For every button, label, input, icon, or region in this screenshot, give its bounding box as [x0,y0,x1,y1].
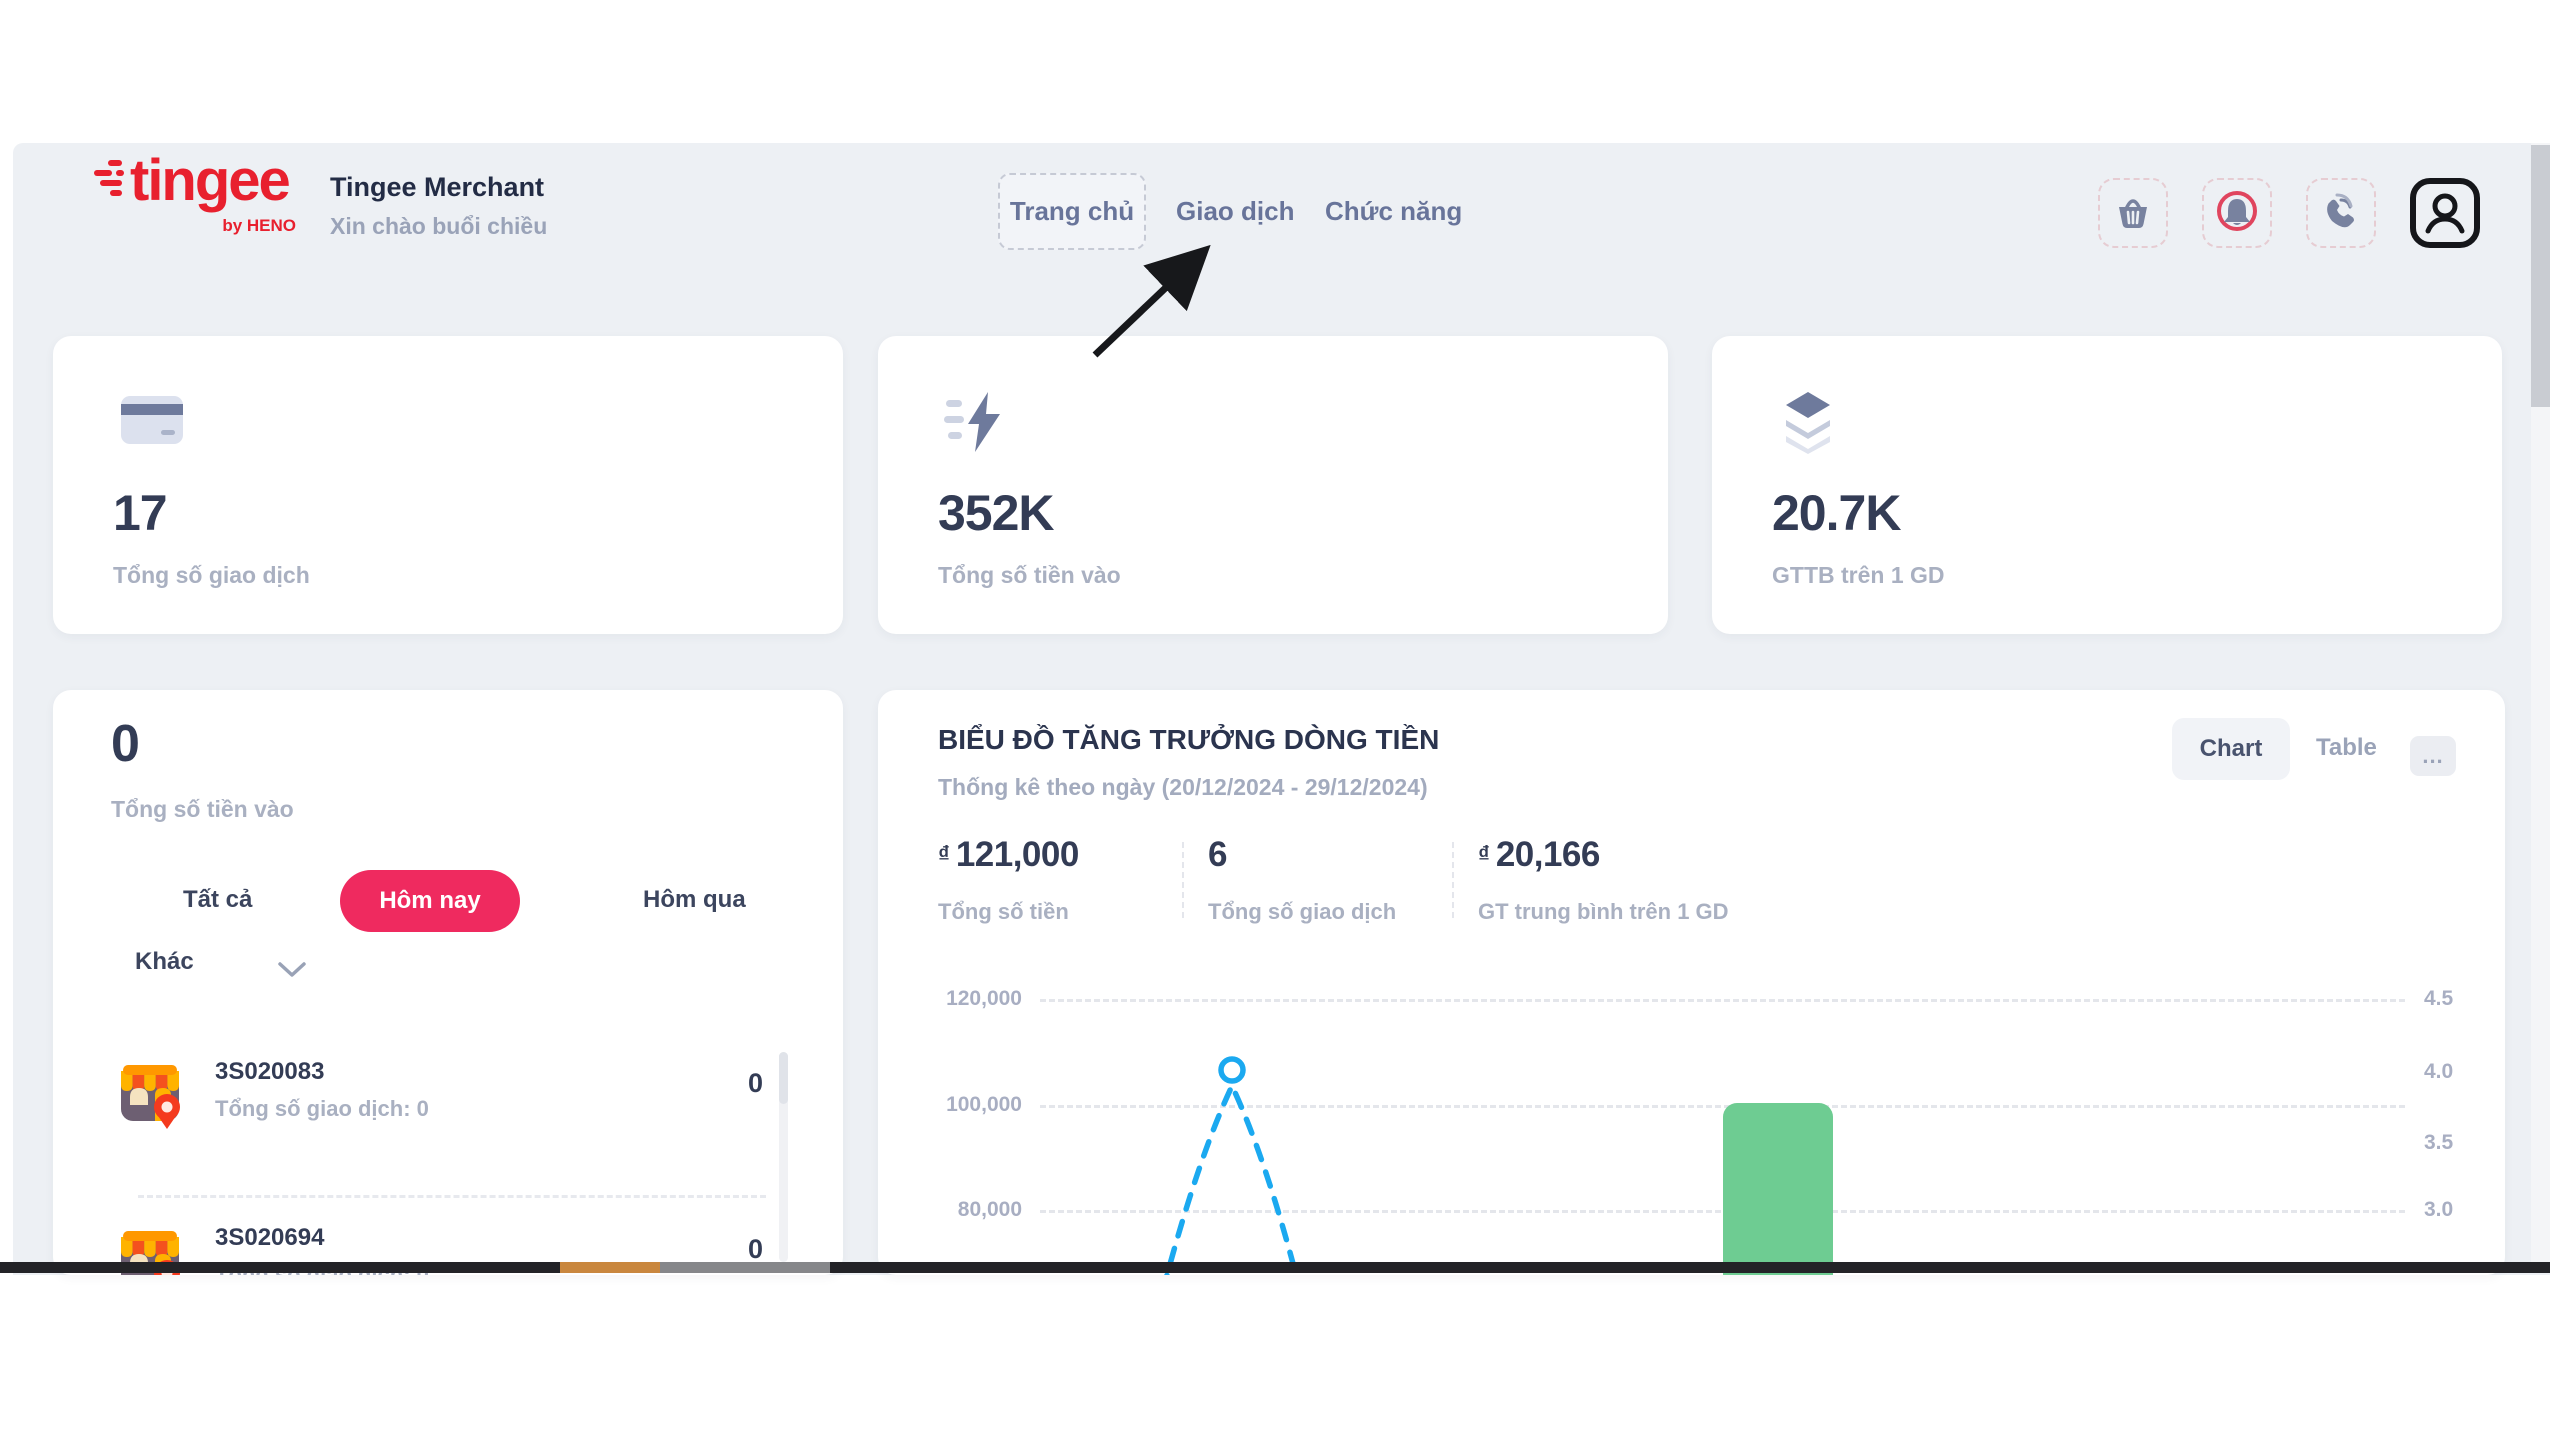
nav-item-trang-chu[interactable]: Trang chủ [998,173,1146,250]
chart-bar-transactions[interactable] [1723,1103,1833,1275]
chart-stat-total-transactions: 6 Tổng số giao dịch [1208,835,1396,925]
phone-icon [2327,193,2354,228]
cash-flow-chart-panel: BIỂU ĐỒ TĂNG TRƯỞNG DÒNG TIỀN Thống kê t… [878,690,2505,1275]
page-title: Tingee Merchant [330,172,545,202]
screen-bottom-edge-gray-segment [660,1262,830,1273]
greeting-text: Xin chào buổi chiều [330,213,548,239]
logo-speedlines-icon [94,160,124,196]
stat-value: 17 [113,485,168,541]
panel-total-label: Tổng số tiền vào [111,796,294,822]
basket-button[interactable] [2098,178,2168,248]
filter-hom-nay[interactable]: Hôm nay [340,870,520,932]
list-divider [138,1195,766,1198]
logo-brand-text: tingee [130,148,291,213]
store-code: 3S020083 [215,1058,325,1085]
page-scrollbar-thumb[interactable] [2531,145,2550,407]
filter-hom-qua[interactable]: Hôm qua [643,886,746,913]
stat-card-money-in: 352K Tổng số tiền vào [878,336,1668,634]
list-scrollbar[interactable] [779,1052,788,1262]
gridline-80000 [1040,1210,2405,1213]
chevron-down-icon[interactable] [278,962,306,978]
chart-point-marker [1218,1056,1246,1084]
right-axis-tick: 4.0 [2424,1060,2454,1083]
store-value: 0 [747,1068,763,1098]
profile-icon [2425,193,2465,234]
list-scrollbar-thumb[interactable] [779,1052,788,1104]
currency-symbol: ₫ [1478,841,1490,867]
left-axis-tick: 120,000 [946,987,1022,1010]
credit-card-icon [121,396,183,444]
nav-item-chuc-nang[interactable]: Chức năng [1325,196,1463,226]
stat-value: 121,000 [955,835,1080,874]
page-scrollbar-track[interactable] [2531,143,2550,1262]
stat-value: 352K [938,485,1055,541]
filter-label: Hôm nay [379,887,481,914]
store-subtext: Tổng số giao dịch: 0 [215,1096,429,1121]
chart-stat-total-money: ₫ 121,000 Tổng số tiền [938,835,1079,925]
gridline-120000 [1040,999,2405,1002]
nav-item-giao-dich[interactable]: Giao dịch [1176,196,1295,226]
stat-label: Tổng số giao dịch [1208,899,1397,924]
left-axis-tick: 100,000 [946,1093,1022,1116]
basket-icon [2119,199,2147,228]
nav-item-label: Trang chủ [1009,196,1135,226]
tab-table[interactable]: Table [2316,734,2377,761]
store-code: 3S020694 [215,1224,325,1251]
stat-value: 6 [1208,835,1227,874]
gridline-100000 [1040,1105,2405,1108]
chart-subtitle: Thống kê theo ngày (20/12/2024 - 29/12/2… [938,774,1428,800]
right-axis-tick: 3.0 [2424,1198,2454,1221]
notifications-button[interactable] [2202,178,2272,248]
logo-byline: by HENO [222,216,296,235]
stat-card-transactions: 17 Tổng số giao dịch [53,336,843,634]
stat-value: 20.7K [1772,485,1901,541]
stat-label: Tổng số tiền vào [938,562,1121,588]
lightning-icon [944,392,1000,452]
currency-symbol: ₫ [938,841,950,867]
filter-tat-ca[interactable]: Tất cả [183,886,253,913]
stat-value: 20,166 [1495,835,1601,874]
stat-label: Tổng số giao dịch [113,562,310,588]
chart-title: BIỂU ĐỒ TĂNG TRƯỞNG DÒNG TIỀN [938,724,1440,755]
chart-line-money[interactable] [878,690,2505,1275]
tab-chart[interactable]: Chart [2172,718,2290,780]
stat-divider [1182,842,1184,918]
store-icon [115,1055,185,1133]
screen-bottom-edge-bar [0,1262,2550,1273]
profile-button[interactable] [2410,178,2480,248]
stat-divider [1452,842,1454,918]
screen-bottom-edge-orange-segment [560,1262,660,1273]
layers-icon [1786,392,1830,454]
stat-card-average: 20.7K GTTB trên 1 GD [1712,336,2502,634]
right-axis-tick: 3.5 [2424,1131,2454,1154]
money-in-summary-panel: 0 Tổng số tiền vào Tất cả Hôm nay Hôm qu… [53,690,843,1275]
left-axis-tick: 80,000 [957,1198,1022,1221]
chart-stat-average: ₫ 20,166 GT trung bình trên 1 GD [1478,835,1729,925]
notification-bell-icon [2217,191,2257,231]
stat-label: GT trung bình trên 1 GD [1478,899,1729,924]
filter-khac-dropdown[interactable]: Khác [135,948,194,975]
tingee-logo[interactable]: tingee by HENO [88,152,298,244]
store-value: 0 [747,1234,763,1264]
support-call-button[interactable] [2306,178,2376,248]
more-options-button[interactable]: ... [2410,736,2456,776]
list-item[interactable]: 3S020083 Tổng số giao dịch: 0 [215,1058,429,1122]
stat-label: Tổng số tiền [938,899,1069,924]
stat-label: GTTB trên 1 GD [1772,562,1945,588]
right-axis-tick: 4.5 [2424,987,2454,1010]
panel-total-value: 0 [111,715,140,773]
